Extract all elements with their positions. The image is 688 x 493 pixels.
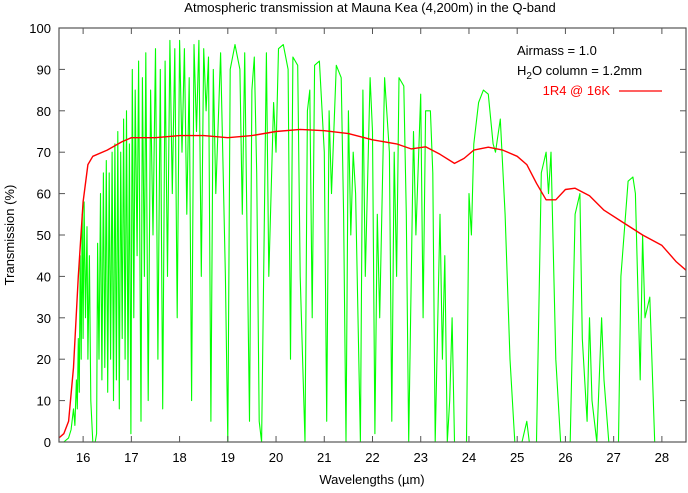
annotation-h2o: H2O column = 1.2mm	[517, 63, 642, 82]
h2o-subscript: 2	[526, 71, 532, 82]
x-tick-label: 20	[269, 450, 283, 465]
y-tick-label: 30	[37, 311, 51, 326]
legend-label-1r4: 1R4 @ 16K	[543, 83, 611, 98]
y-tick-label: 10	[37, 394, 51, 409]
y-tick-label: 0	[44, 435, 51, 450]
x-tick-label: 17	[124, 450, 138, 465]
y-tick-label: 40	[37, 269, 51, 284]
x-tick-label: 21	[317, 450, 331, 465]
x-tick-label: 28	[655, 450, 669, 465]
x-tick-label: 26	[558, 450, 572, 465]
x-tick-label: 23	[413, 450, 427, 465]
x-tick-label: 22	[365, 450, 379, 465]
x-tick-label: 25	[510, 450, 524, 465]
plot-frame	[58, 27, 687, 443]
y-tick-label: 20	[37, 352, 51, 367]
x-tick-label: 24	[462, 450, 476, 465]
chart-title: Atmospheric transmission at Mauna Kea (4…	[184, 0, 555, 15]
y-axis-label: Transmission (%)	[2, 185, 17, 286]
y-tick-label: 80	[37, 104, 51, 119]
x-axis-label: Wavelengths (µm)	[319, 472, 424, 487]
y-tick-label: 100	[29, 21, 51, 36]
y-tick-label: 50	[37, 228, 51, 243]
y-tick-label: 70	[37, 145, 51, 160]
annotation-airmass: Airmass = 1.0	[517, 43, 597, 58]
y-tick-label: 60	[37, 187, 51, 202]
x-tick-label: 19	[221, 450, 235, 465]
x-tick-label: 16	[76, 450, 90, 465]
y-tick-label: 90	[37, 62, 51, 77]
x-tick-label: 27	[606, 450, 620, 465]
series-line-atmospheric-transmission	[59, 39, 686, 443]
x-tick-label: 18	[172, 450, 186, 465]
series-line-1r4-16k	[58, 128, 687, 439]
